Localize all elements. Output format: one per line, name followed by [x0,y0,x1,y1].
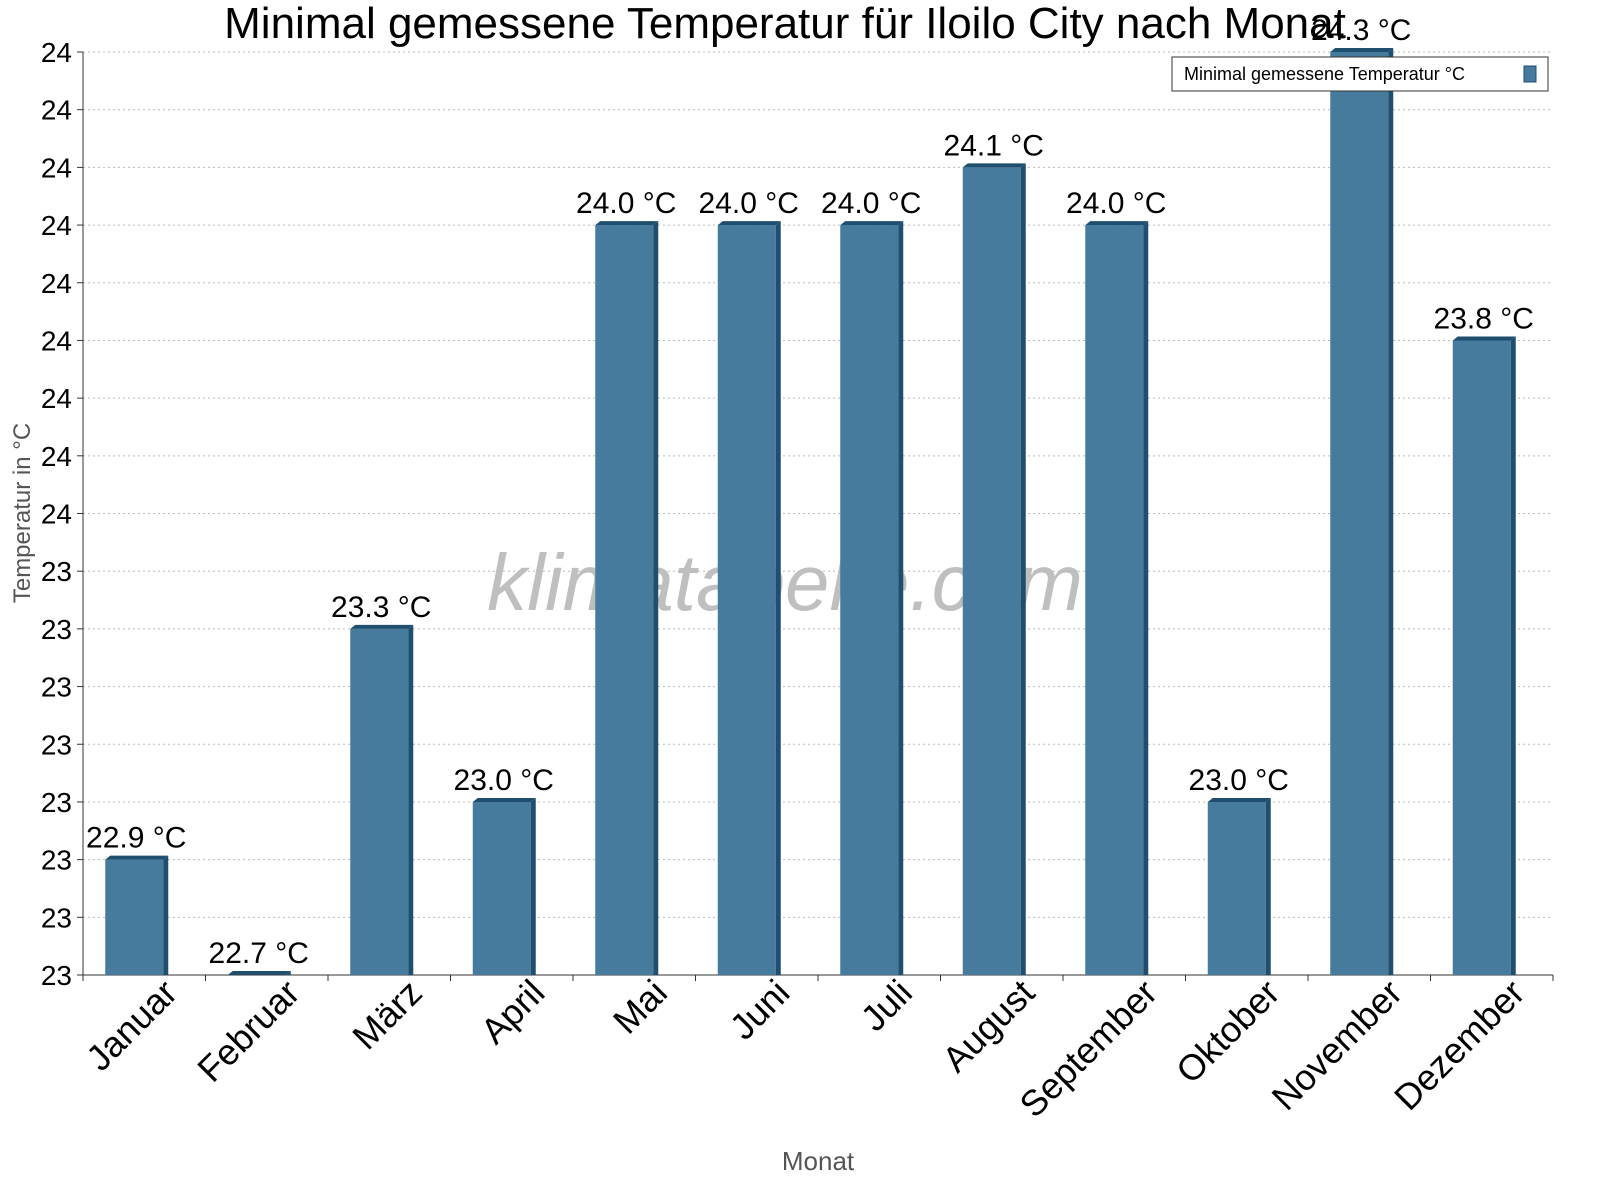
bar-top [472,797,536,802]
x-tick-label: März [344,972,430,1058]
y-tick-label: 24 [41,383,72,414]
bar-top [1452,336,1516,341]
x-tick-label: November [1263,972,1409,1118]
y-tick-label: 23 [41,614,72,645]
value-label: 24.0 °C [821,187,921,220]
value-label: 22.7 °C [209,937,309,970]
bar-side [163,855,169,975]
y-tick-label: 24 [41,325,72,356]
y-tick-label: 23 [41,902,72,933]
y-tick-label: 24 [41,441,72,472]
bar-side [898,221,904,975]
y-tick-label: 24 [41,95,72,126]
chart-title: Minimal gemessene Temperatur für Iloilo … [224,0,1346,48]
bar [472,801,531,975]
x-tick-label: Juni [722,972,798,1048]
legend-box [1171,56,1549,92]
bar [1330,52,1389,975]
y-tick-label: 23 [41,845,72,876]
x-tick-label: April [472,972,552,1052]
bar-top [962,163,1026,168]
bar [1085,225,1144,975]
bar-side [1020,163,1026,975]
value-label: 23.3 °C [331,591,431,624]
bar [105,859,164,975]
y-tick-label: 23 [41,729,72,760]
x-axis-label: Monat [782,1146,855,1176]
x-tick-label: Dezember [1386,972,1532,1118]
value-label: 24.0 °C [699,187,799,220]
bar-side [1510,336,1516,975]
bar [595,225,654,975]
bar [840,225,899,975]
bar-side [408,624,414,975]
legend-swatch [1523,65,1537,83]
value-label: 23.8 °C [1434,302,1534,335]
y-tick-label: 23 [41,556,72,587]
value-label: 24.1 °C [944,129,1044,162]
value-label: 22.9 °C [86,822,186,855]
x-tick-label: Februar [189,972,307,1090]
bar [350,628,409,975]
bar-side [653,221,659,975]
y-tick-label: 24 [41,499,72,530]
value-label: 24.3 °C [1311,14,1411,47]
y-axis-label: Temperatur in °C [9,423,36,603]
bar-top [350,624,414,629]
bar-top [1085,221,1149,226]
legend-label: Minimal gemessene Temperatur °C [1184,64,1465,84]
bar-side [1143,221,1149,975]
x-tick-label: Januar [78,972,185,1079]
y-tick-label: 23 [41,787,72,818]
x-tick-label: August [934,972,1042,1080]
bar [962,167,1021,975]
value-label: 24.0 °C [1066,187,1166,220]
bar [1452,340,1511,975]
bar-top [105,855,169,860]
bar-side [1265,797,1271,975]
value-label: 23.0 °C [1189,764,1289,797]
bar-top [717,221,781,226]
y-tick-label: 23 [41,960,72,991]
y-tick-label: 23 [41,672,72,703]
bar-top [227,971,291,975]
bar [1207,801,1266,975]
value-label: 23.0 °C [454,764,554,797]
bar-side [1388,48,1394,975]
bar [717,225,776,975]
y-tick-label: 24 [41,268,72,299]
bar-top [840,221,904,226]
y-tick-label: 24 [41,37,72,68]
bar-side [775,221,781,975]
y-tick-label: 24 [41,210,72,241]
bar-top [1330,48,1394,52]
value-label: 24.0 °C [576,187,676,220]
y-tick-label: 24 [41,152,72,183]
bar-top [1207,797,1271,802]
x-tick-label: Oktober [1168,972,1288,1092]
x-tick-label: Mai [605,972,675,1042]
bar-side [530,797,536,975]
x-tick-label: Juli [853,972,920,1039]
bar-top [595,221,659,226]
